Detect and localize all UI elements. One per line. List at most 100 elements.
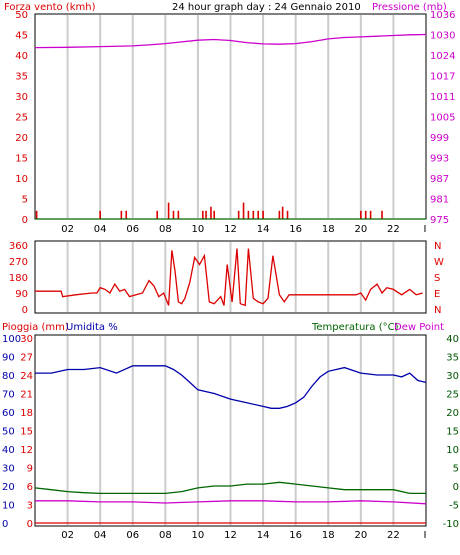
x-tick-label: 02: [61, 224, 74, 235]
humidity-axis-tick: 50: [2, 427, 15, 438]
temperature-axis-label: Temperatura (°C): [311, 322, 399, 333]
humidity-axis-tick: 100: [2, 334, 21, 345]
temperature-axis-tick: 25: [446, 390, 459, 401]
pressure-axis-tick: 1005: [430, 113, 455, 124]
temperature-axis-tick: 5: [453, 464, 459, 475]
pressure-axis-tick: 975: [430, 215, 449, 226]
x-tick-label: 12: [224, 530, 237, 541]
wind-axis-tick: 25: [15, 113, 28, 124]
graph-title: 24 hour graph day : 24 Gennaio 2010: [172, 2, 361, 13]
x-tick-label: 06: [126, 224, 139, 235]
wind-axis-tick: 5: [22, 195, 28, 206]
wind-axis-tick: 20: [15, 133, 28, 144]
rain-axis-tick: 24: [20, 371, 33, 382]
x-tick-label: 12: [224, 224, 237, 235]
direction-axis-tick: 360: [9, 241, 28, 252]
temperature-axis-tick: 30: [446, 371, 459, 382]
x-tick-label: 08: [159, 530, 172, 541]
humidity-axis-label: Umidita %: [66, 322, 118, 333]
wind-direction-line: [35, 248, 423, 307]
pressure-axis-tick: 981: [430, 195, 449, 206]
wind-axis-label: Forza vento (kmh): [4, 2, 96, 13]
x-tick-label: 14: [257, 530, 270, 541]
humidity-axis-tick: 90: [2, 353, 15, 364]
wind-axis-tick: 40: [15, 51, 28, 62]
wind-axis-tick: 0: [22, 215, 28, 226]
humidity-axis-tick: 10: [2, 501, 15, 512]
x-tick-label: 18: [322, 224, 335, 235]
compass-label: N: [434, 305, 441, 316]
x-tick-label: 04: [94, 530, 107, 541]
x-tick-label: 16: [289, 530, 302, 541]
humidity-axis-tick: 0: [2, 519, 8, 530]
temperature-axis-tick: 35: [446, 353, 459, 364]
temperature-axis-tick: 10: [446, 445, 459, 456]
temperature-axis-tick: 15: [446, 427, 459, 438]
temperature-axis-tick: -5: [449, 501, 459, 512]
temperature-axis-tick: 0: [453, 482, 459, 493]
rain-axis-tick: 27: [20, 353, 33, 364]
pressure-axis-tick: 1036: [430, 10, 455, 21]
x-tick-label: I: [424, 530, 427, 541]
wind-axis-tick: 35: [15, 72, 28, 83]
rain-axis-tick: 21: [20, 390, 33, 401]
x-tick-label: 22: [387, 224, 400, 235]
x-tick-label: I: [424, 224, 427, 235]
panel-frame-rain-temp: [34, 334, 427, 527]
rain-axis-tick: 9: [27, 464, 33, 475]
humidity-axis-tick: 70: [2, 390, 15, 401]
humidity-line: [35, 365, 427, 409]
rain-axis-tick: 6: [27, 482, 33, 493]
rain-axis-tick: 30: [20, 334, 33, 345]
x-tick-label: 14: [257, 224, 270, 235]
rain-axis-tick: 12: [20, 445, 33, 456]
pressure-axis-tick: 1017: [430, 72, 455, 83]
x-tick-label: 16: [289, 224, 302, 235]
x-tick-label: 06: [126, 530, 139, 541]
pressure-axis-tick: 1030: [430, 31, 455, 42]
x-tick-label: 20: [354, 224, 367, 235]
temperature-axis-tick: 20: [446, 408, 459, 419]
humidity-axis-tick: 20: [2, 482, 15, 493]
x-tick-label: 04: [94, 224, 107, 235]
direction-axis-tick: 90: [15, 289, 28, 300]
compass-label: E: [434, 289, 440, 300]
x-tick-label: 10: [192, 530, 205, 541]
pressure-axis-tick: 999: [430, 133, 449, 144]
wind-axis-tick: 30: [15, 92, 28, 103]
x-tick-label: 20: [354, 530, 367, 541]
wind-axis-tick: 10: [15, 174, 28, 185]
dew-point-line: [35, 500, 427, 505]
wind-axis-tick: 15: [15, 154, 28, 165]
pressure-axis-tick: 1011: [430, 92, 455, 103]
compass-label: W: [434, 257, 444, 268]
rain-axis-tick: 18: [20, 408, 33, 419]
rain-axis-tick: 3: [27, 501, 33, 512]
x-tick-label: 22: [387, 530, 400, 541]
pressure-axis-label: Pressione (mb): [372, 2, 447, 13]
compass-label: S: [434, 273, 440, 284]
direction-axis-tick: 270: [9, 257, 28, 268]
rain-axis-tick: 0: [27, 519, 33, 530]
rain-axis-label: Pioggia (mm): [2, 322, 69, 333]
panel-frame-wind-direction: [34, 240, 427, 314]
humidity-axis-tick: 40: [2, 445, 15, 456]
wind-axis-tick: 45: [15, 31, 28, 42]
pressure-line: [34, 33, 427, 49]
pressure-axis-tick: 987: [430, 174, 449, 185]
humidity-axis-tick: 80: [2, 371, 15, 382]
rain-axis-tick: 15: [20, 427, 33, 438]
direction-axis-tick: 180: [9, 273, 28, 284]
temperature-line: [34, 481, 426, 495]
humidity-axis-tick: 60: [2, 408, 15, 419]
x-tick-label: 08: [159, 224, 172, 235]
pressure-axis-tick: 993: [430, 154, 449, 165]
temperature-axis-tick: -10: [443, 519, 459, 530]
dewpoint-axis-label: Dew Point: [394, 322, 444, 333]
compass-label: N: [434, 241, 441, 252]
wind-axis-tick: 50: [15, 10, 28, 21]
x-tick-label: 02: [61, 530, 74, 541]
pressure-axis-tick: 1024: [430, 51, 455, 62]
x-tick-label: 10: [192, 224, 205, 235]
